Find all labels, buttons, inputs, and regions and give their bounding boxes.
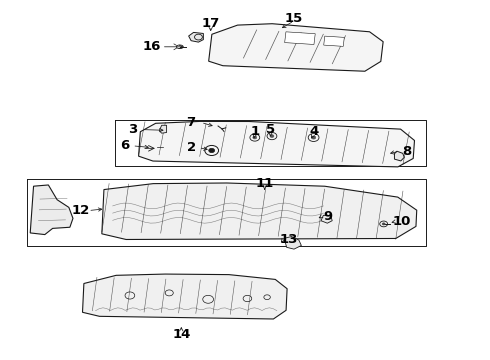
Text: 14: 14 bbox=[172, 328, 191, 341]
Text: 9: 9 bbox=[324, 210, 333, 222]
Text: 13: 13 bbox=[280, 233, 298, 246]
Circle shape bbox=[253, 136, 257, 139]
Polygon shape bbox=[321, 215, 332, 223]
Text: 5: 5 bbox=[266, 123, 275, 136]
Text: 10: 10 bbox=[392, 215, 411, 228]
Text: 6: 6 bbox=[121, 139, 129, 152]
Polygon shape bbox=[189, 32, 203, 42]
Text: 12: 12 bbox=[72, 204, 90, 217]
Circle shape bbox=[270, 135, 274, 138]
Circle shape bbox=[312, 136, 316, 139]
Text: 1: 1 bbox=[250, 125, 259, 138]
Text: 15: 15 bbox=[285, 12, 303, 24]
Text: 17: 17 bbox=[201, 17, 220, 30]
Text: 8: 8 bbox=[402, 145, 411, 158]
Polygon shape bbox=[324, 36, 344, 46]
Polygon shape bbox=[139, 121, 415, 167]
Polygon shape bbox=[284, 237, 301, 249]
Polygon shape bbox=[285, 32, 315, 45]
Text: 4: 4 bbox=[309, 125, 318, 138]
Polygon shape bbox=[209, 24, 383, 71]
Polygon shape bbox=[159, 125, 167, 133]
Text: 3: 3 bbox=[128, 123, 137, 136]
Polygon shape bbox=[82, 274, 287, 319]
Text: 16: 16 bbox=[143, 40, 161, 53]
Text: 11: 11 bbox=[255, 177, 274, 190]
Polygon shape bbox=[30, 185, 73, 235]
Polygon shape bbox=[394, 151, 404, 161]
Text: 2: 2 bbox=[187, 141, 196, 154]
Polygon shape bbox=[102, 183, 416, 239]
Circle shape bbox=[209, 148, 215, 153]
Text: 7: 7 bbox=[187, 116, 196, 129]
Circle shape bbox=[382, 223, 385, 225]
